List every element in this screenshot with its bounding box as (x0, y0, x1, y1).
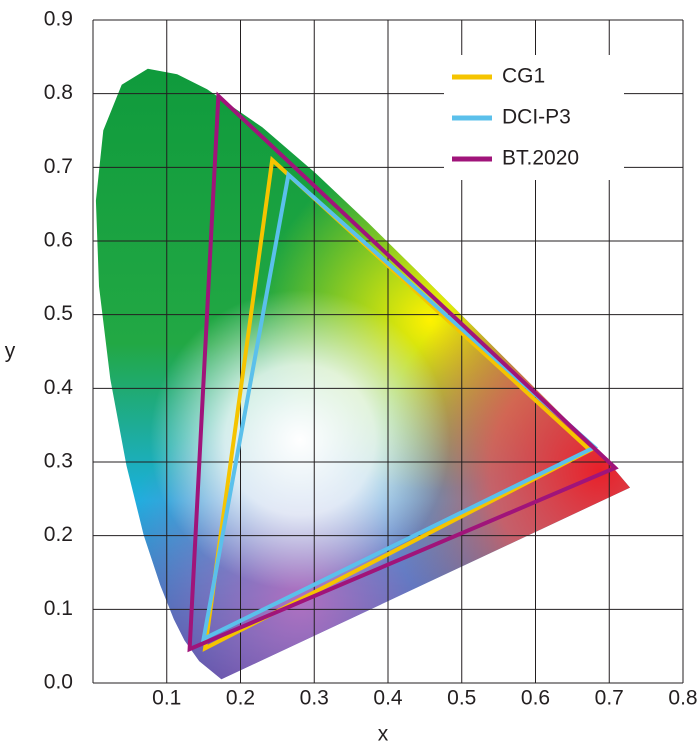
x-tick-label: 0.2 (226, 687, 255, 710)
y-tick-label: 0.7 (44, 155, 73, 178)
y-tick-label: 0.3 (44, 450, 73, 473)
y-tick-label: 0.0 (44, 671, 73, 694)
x-tick-label: 0.5 (447, 687, 476, 710)
x-tick-label: 0.3 (300, 687, 329, 710)
x-axis-label: x (378, 723, 389, 746)
legend-label: DCI-P3 (502, 106, 571, 129)
x-tick-label: 0.4 (373, 687, 403, 710)
gamut-triangle (187, 91, 619, 653)
gamut-triangle (200, 170, 599, 643)
x-tick-label: 0.7 (595, 687, 624, 710)
y-tick-label: 0.1 (44, 597, 73, 620)
gamut-triangle (202, 155, 594, 652)
y-tick-label: 0.6 (44, 229, 73, 252)
y-tick-label: 0.9 (44, 8, 73, 31)
x-tick-label: 0.6 (521, 687, 550, 710)
x-tick-label: 0.8 (668, 687, 697, 710)
y-tick-label: 0.8 (44, 81, 73, 104)
y-tick-label: 0.5 (44, 302, 73, 325)
legend-label: CG1 (502, 65, 545, 88)
y-axis-label: y (5, 340, 16, 363)
y-tick-label: 0.2 (44, 523, 73, 546)
y-tick-label: 0.4 (44, 376, 74, 399)
legend-label: BT.2020 (502, 147, 579, 170)
x-tick-label: 0.1 (152, 687, 181, 710)
